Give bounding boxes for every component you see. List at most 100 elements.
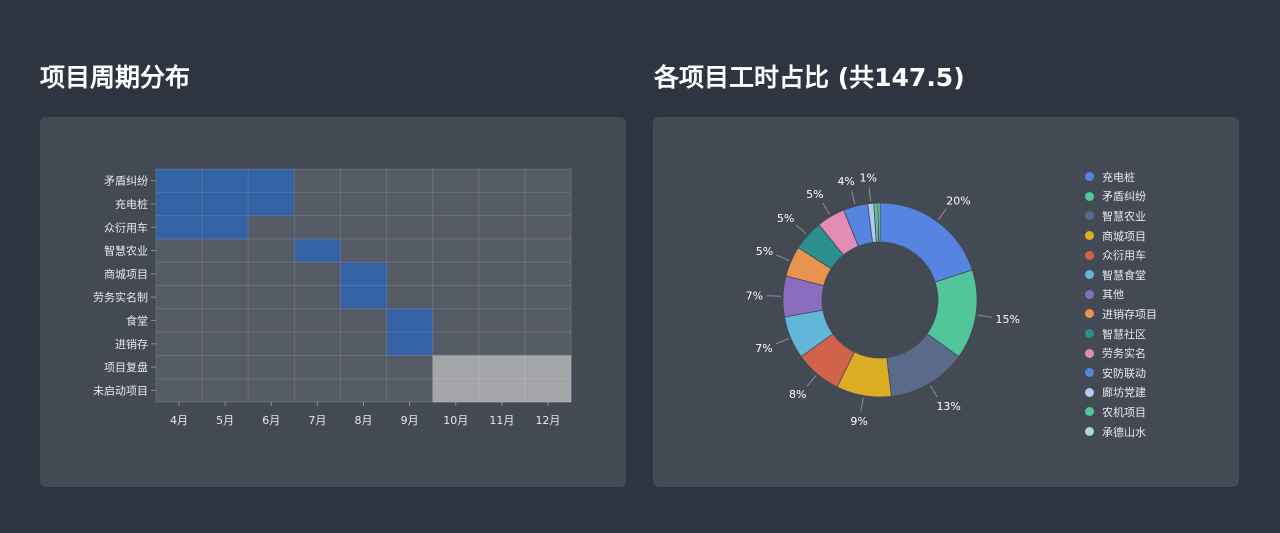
legend-swatch-icon <box>1085 211 1094 221</box>
heatmap-cell <box>248 332 295 356</box>
heatmap-cell <box>478 238 526 263</box>
heatmap-cell <box>156 355 203 379</box>
heatmap-cell <box>248 262 295 286</box>
legend-item[interactable]: 安防联动 <box>1085 363 1157 383</box>
heatmap-cell <box>340 332 387 356</box>
project-cycle-panel: 矛盾纠纷 充电桩 众衍用车 智慧农业 商城项目 劳务实名制 食堂 进销存 项目复盘 未启动项目 4月… <box>40 117 626 487</box>
legend-label: 廊坊党建 <box>1102 386 1146 400</box>
heatmap-cell <box>432 169 480 193</box>
heatmap-cell <box>340 169 387 193</box>
donut-slice[interactable] <box>877 202 881 243</box>
heatmap-cell <box>478 262 526 286</box>
donut-slice[interactable] <box>879 202 973 283</box>
heatmap-cell <box>156 332 203 356</box>
heatmap-cell <box>340 308 387 333</box>
heatmap-cell <box>524 355 572 379</box>
heatmap-cell <box>432 238 480 263</box>
legend-label: 充电桩 <box>1102 170 1135 184</box>
heatmap-cell <box>156 192 203 216</box>
label-leader-line <box>850 190 856 205</box>
legend-item[interactable]: 劳务实名 <box>1085 343 1157 363</box>
heatmap-cell <box>294 169 341 193</box>
heatmap-cell <box>524 215 572 240</box>
heatmap-cell <box>156 238 203 263</box>
slice-percent-label: 5% <box>777 212 794 225</box>
heatmap-cell <box>386 308 433 333</box>
heatmap-cell <box>248 355 295 379</box>
legend-item[interactable]: 商城项目 <box>1085 226 1157 246</box>
heatmap-cell <box>202 332 249 356</box>
heatmap-cell <box>524 332 572 356</box>
heatmap-cell <box>432 285 480 310</box>
legend-label: 其他 <box>1102 288 1124 302</box>
legend-swatch-icon <box>1085 368 1094 378</box>
legend-swatch-icon <box>1085 289 1094 299</box>
heatmap-cell <box>156 262 203 286</box>
slice-percent-label: 7% <box>755 342 772 355</box>
legend-item[interactable]: 进销存项目 <box>1085 304 1157 324</box>
heatmap-cell <box>386 378 433 403</box>
label-leader-line <box>776 254 790 261</box>
legend-item[interactable]: 充电桩 <box>1085 167 1157 187</box>
legend-swatch-icon <box>1085 329 1094 339</box>
legend-item[interactable]: 承德山水 <box>1085 422 1157 442</box>
heatmap-cell <box>202 308 249 333</box>
hours-share-donut: 20% 15% 13% 9% 8% 7% 7% 5% 5% 5% 4% 1% <box>746 172 1020 429</box>
donut-title: 各项目工时占比 (共147.5) <box>654 63 965 92</box>
legend-item[interactable]: 智慧食堂 <box>1085 265 1157 285</box>
heatmap-cell <box>248 308 295 333</box>
y-axis-label: 进销存 <box>115 337 148 351</box>
heatmap-cell <box>294 238 341 263</box>
heatmap-cell <box>340 238 387 263</box>
legend-label: 农机项目 <box>1102 405 1146 419</box>
legend-item[interactable]: 廊坊党建 <box>1085 383 1157 403</box>
slice-percent-label: 13% <box>936 400 960 413</box>
legend-swatch-icon <box>1085 309 1094 319</box>
heatmap-cell <box>432 215 480 240</box>
heatmap-cell <box>524 308 572 333</box>
heatmap-cell <box>478 169 526 193</box>
legend-label: 智慧农业 <box>1102 209 1146 223</box>
label-leader-line <box>937 208 947 221</box>
heatmap-cell <box>202 262 249 286</box>
slice-percent-label: 15% <box>996 313 1020 326</box>
legend-swatch-icon <box>1085 427 1094 437</box>
x-axis-label: 5月 <box>216 414 234 427</box>
legend-item[interactable]: 其他 <box>1085 285 1157 305</box>
legend-label: 众衍用车 <box>1102 249 1146 263</box>
heatmap-cell <box>202 378 249 403</box>
legend-label: 矛盾纠纷 <box>1102 190 1146 204</box>
heatmap-cell <box>156 308 203 333</box>
y-axis-label: 食堂 <box>126 313 148 327</box>
hours-share-panel: 20% 15% 13% 9% 8% 7% 7% 5% 5% 5% 4% 1% 充电桩 矛盾纠纷 智慧农业商… <box>653 117 1239 487</box>
heatmap-cell <box>478 285 526 310</box>
heatmap-cell <box>340 355 387 379</box>
heatmap-cell <box>478 215 526 240</box>
legend-item[interactable]: 矛盾纠纷 <box>1085 187 1157 207</box>
legend-swatch-icon <box>1085 387 1094 397</box>
legend-item[interactable]: 众衍用车 <box>1085 245 1157 265</box>
legend-item[interactable]: 智慧农业 <box>1085 206 1157 226</box>
y-axis-label: 智慧农业 <box>104 244 148 258</box>
heatmap-cell <box>432 378 480 403</box>
legend-swatch-icon <box>1085 250 1094 260</box>
heatmap-cell <box>294 285 341 310</box>
slice-percent-label: 9% <box>850 415 867 428</box>
x-axis-label: 6月 <box>262 414 280 427</box>
heatmap-cell <box>432 308 480 333</box>
legend-item[interactable]: 农机项目 <box>1085 402 1157 422</box>
heatmap-cell <box>386 355 433 379</box>
heatmap-cell <box>386 262 433 286</box>
heatmap-cell <box>524 285 572 310</box>
label-leader-line <box>868 187 872 202</box>
heatmap-cell <box>294 215 341 240</box>
label-leader-line <box>767 295 782 297</box>
heatmap-cell <box>248 238 295 263</box>
y-axis-label: 充电桩 <box>115 197 148 211</box>
legend-label: 劳务实名 <box>1102 347 1146 361</box>
heatmap-cell <box>478 378 526 403</box>
legend-item[interactable]: 智慧社区 <box>1085 324 1157 344</box>
heatmap-cell <box>432 332 480 356</box>
donut-legend: 充电桩矛盾纠纷智慧农业商城项目众衍用车智慧食堂其他进销存项目 智慧社区劳务实名安防… <box>1085 167 1157 441</box>
x-axis-label: 12月 <box>535 414 560 427</box>
